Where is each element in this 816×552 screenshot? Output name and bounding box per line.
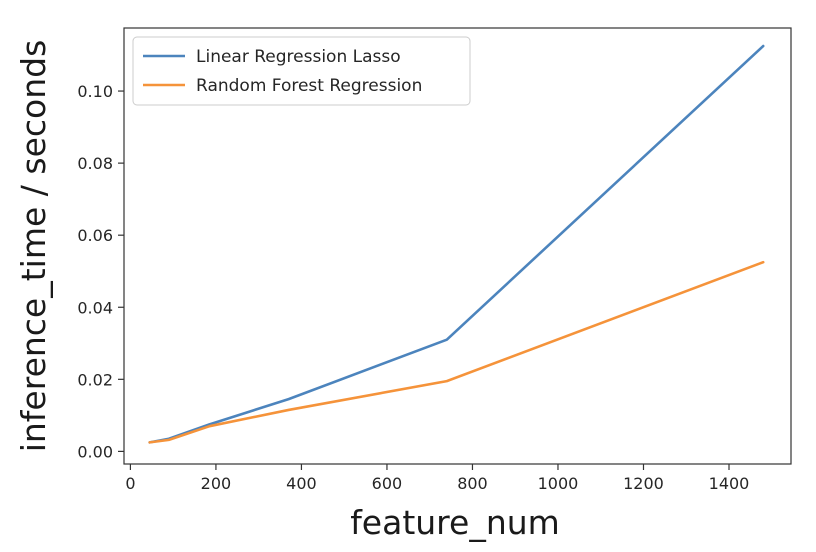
- x-tick-label: 1400: [709, 474, 750, 493]
- legend-box: [132, 36, 471, 106]
- y-tick-label: 0.04: [77, 298, 113, 317]
- series-layer: [148, 44, 765, 444]
- y-tick-label: 0.02: [77, 370, 113, 389]
- y-tick-label: 0.08: [77, 154, 113, 173]
- y-axis-ticks: 0.00 0.02 0.04 0.06 0.08 0.10: [77, 82, 124, 461]
- x-tick-label: 200: [201, 474, 232, 493]
- y-tick-label: 0.06: [77, 226, 113, 245]
- x-tick-label: 1200: [623, 474, 664, 493]
- y-axis-label: inference_time / seconds: [14, 40, 53, 453]
- x-tick-label: 1000: [538, 474, 579, 493]
- x-tick-label: 400: [286, 474, 317, 493]
- x-axis-ticks: 0 200 400 600 800 1000 1200 1400: [125, 464, 749, 493]
- x-axis-label: feature_num: [350, 503, 560, 542]
- y-tick-label: 0.00: [77, 442, 113, 461]
- x-tick-label: 800: [457, 474, 488, 493]
- legend: Linear Regression Lasso Random Forest Re…: [132, 36, 471, 106]
- x-tick-label: 600: [372, 474, 403, 493]
- legend-label-linear-regression-lasso: Linear Regression Lasso: [196, 47, 401, 67]
- series-line-random-forest-regression: [148, 260, 765, 444]
- y-tick-label: 0.10: [77, 82, 113, 101]
- legend-label-random-forest-regression: Random Forest Regression: [196, 76, 422, 96]
- x-tick-label: 0: [125, 474, 135, 493]
